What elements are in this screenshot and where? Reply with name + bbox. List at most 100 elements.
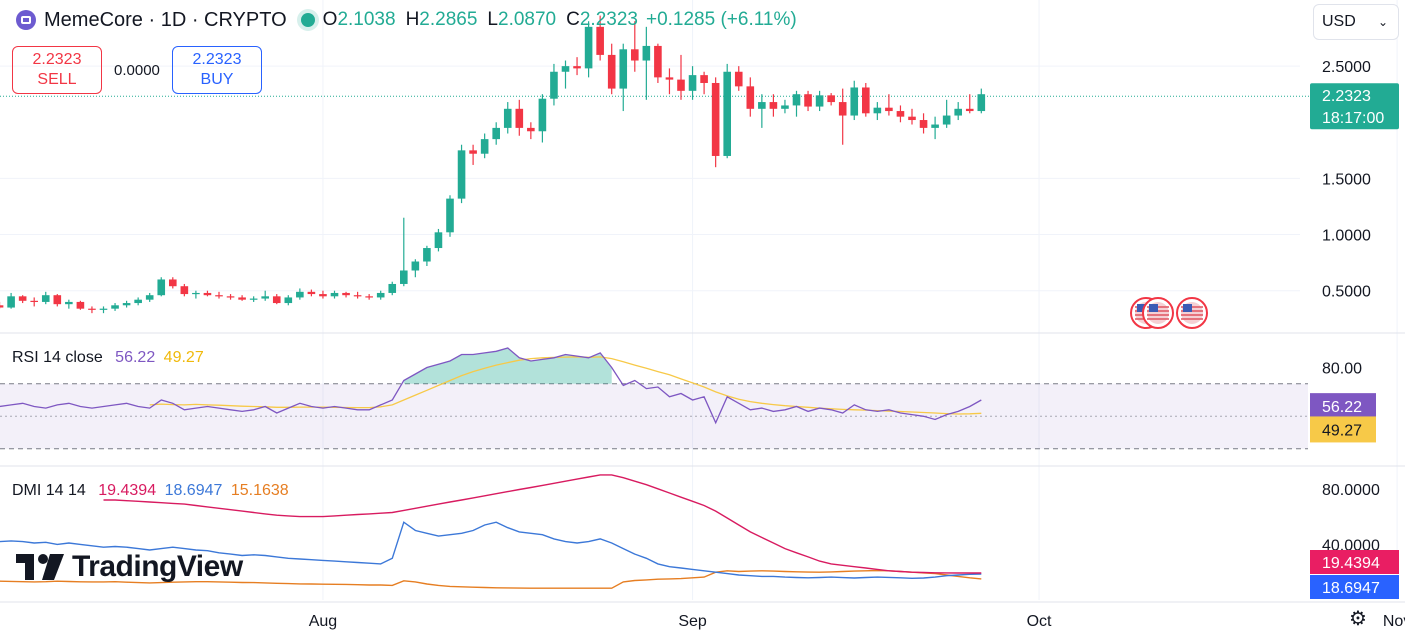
candle-body[interactable]: [758, 102, 766, 109]
candle-body[interactable]: [619, 49, 628, 89]
candle-body[interactable]: [815, 95, 824, 107]
candle-body[interactable]: [134, 299, 142, 304]
adx-line[interactable]: [103, 474, 982, 574]
candle-body[interactable]: [272, 296, 281, 304]
candle-body[interactable]: [203, 292, 212, 296]
candle-body[interactable]: [7, 296, 15, 308]
candle-body[interactable]: [677, 79, 685, 91]
candle-body[interactable]: [192, 292, 200, 295]
candle-body[interactable]: [65, 301, 73, 305]
candle-body[interactable]: [376, 292, 385, 298]
dmi-panel[interactable]: [0, 474, 982, 589]
candle-body[interactable]: [330, 292, 339, 297]
candle-body[interactable]: [862, 87, 870, 114]
candle-body[interactable]: [977, 94, 986, 112]
candle-body[interactable]: [434, 232, 443, 249]
candle-body[interactable]: [446, 198, 454, 233]
candle-body[interactable]: [296, 291, 304, 298]
dmi-legend[interactable]: DMI 14 14 19.4394 18.6947 15.1638: [12, 482, 289, 500]
candle-body[interactable]: [261, 296, 269, 299]
candle-body[interactable]: [931, 124, 939, 128]
candle-body[interactable]: [353, 295, 362, 297]
rsi-panel[interactable]: [0, 347, 1308, 450]
candle-body[interactable]: [411, 261, 420, 271]
candle-body[interactable]: [99, 308, 108, 310]
candle-body[interactable]: [642, 45, 651, 61]
candle-body[interactable]: [769, 102, 778, 109]
candle-body[interactable]: [850, 87, 859, 116]
candle-body[interactable]: [226, 296, 235, 298]
candle-body[interactable]: [631, 49, 639, 61]
candle-body[interactable]: [76, 301, 85, 309]
candle-body[interactable]: [700, 75, 708, 83]
candle-body[interactable]: [792, 94, 801, 106]
candle-body[interactable]: [145, 295, 154, 300]
candle-body[interactable]: [550, 71, 558, 99]
us-flag-event-icon[interactable]: [1142, 297, 1174, 329]
candle-body[interactable]: [781, 105, 789, 109]
us-flag-event-icon[interactable]: [1176, 297, 1208, 329]
plus-di-line[interactable]: [0, 521, 982, 580]
candle-body[interactable]: [284, 297, 293, 304]
candle-body[interactable]: [723, 71, 731, 156]
price-panel[interactable]: [0, 15, 1310, 314]
candle-body[interactable]: [527, 127, 535, 132]
candle-body[interactable]: [169, 279, 177, 287]
candle-body[interactable]: [885, 107, 893, 112]
candle-body[interactable]: [942, 115, 951, 125]
candle-body[interactable]: [41, 295, 50, 302]
candle-body[interactable]: [827, 95, 835, 103]
candle-body[interactable]: [365, 296, 373, 298]
candle-body[interactable]: [423, 248, 431, 262]
sell-button[interactable]: 2.2323 SELL: [12, 46, 102, 94]
candle-body[interactable]: [249, 298, 258, 300]
candle-body[interactable]: [30, 300, 38, 303]
candle-body[interactable]: [18, 296, 27, 301]
candle-body[interactable]: [215, 295, 223, 297]
candle-body[interactable]: [804, 94, 812, 107]
candle-body[interactable]: [388, 283, 397, 293]
candle-body[interactable]: [503, 108, 512, 128]
candle-body[interactable]: [53, 295, 62, 305]
candle-body[interactable]: [111, 305, 119, 309]
candle-body[interactable]: [157, 279, 166, 296]
symbol-title[interactable]: MemeCore · 1D · CRYPTO: [44, 8, 287, 31]
candle-body[interactable]: [342, 292, 350, 296]
candle-body[interactable]: [919, 120, 928, 128]
candle-body[interactable]: [688, 75, 697, 91]
minus-di-line[interactable]: [0, 569, 982, 589]
candle-body[interactable]: [538, 98, 547, 132]
settings-gear-icon[interactable]: ⚙: [1349, 608, 1367, 630]
candle-body[interactable]: [838, 102, 847, 116]
market-status-icon[interactable]: [300, 13, 315, 27]
currency-select[interactable]: USD ⌄: [1313, 4, 1399, 40]
candle-body[interactable]: [896, 111, 905, 117]
candle-body[interactable]: [238, 297, 246, 300]
candle-body[interactable]: [457, 150, 466, 199]
candle-body[interactable]: [954, 108, 962, 116]
candle-body[interactable]: [965, 108, 974, 112]
candle-body[interactable]: [573, 66, 581, 69]
candle-body[interactable]: [596, 26, 604, 55]
candle-body[interactable]: [0, 305, 4, 308]
candle-body[interactable]: [584, 26, 593, 69]
candle-body[interactable]: [122, 303, 131, 306]
rsi-ma-line[interactable]: [149, 356, 982, 415]
candle-body[interactable]: [492, 127, 500, 140]
economic-events[interactable]: [1130, 297, 1208, 329]
rsi-legend[interactable]: RSI 14 close 56.22 49.27: [12, 349, 204, 367]
candle-body[interactable]: [746, 86, 755, 109]
candle-body[interactable]: [180, 286, 189, 295]
candle-body[interactable]: [469, 150, 477, 154]
candle-body[interactable]: [607, 54, 616, 89]
candle-body[interactable]: [307, 291, 316, 295]
tradingview-logo[interactable]: TradingView: [16, 550, 243, 584]
candle-body[interactable]: [515, 108, 524, 128]
candle-body[interactable]: [711, 82, 720, 156]
candle-body[interactable]: [319, 294, 327, 297]
rsi-line[interactable]: [0, 347, 982, 425]
candle-body[interactable]: [88, 308, 96, 310]
candle-body[interactable]: [400, 270, 408, 284]
buy-button[interactable]: 2.2323 BUY: [172, 46, 262, 94]
